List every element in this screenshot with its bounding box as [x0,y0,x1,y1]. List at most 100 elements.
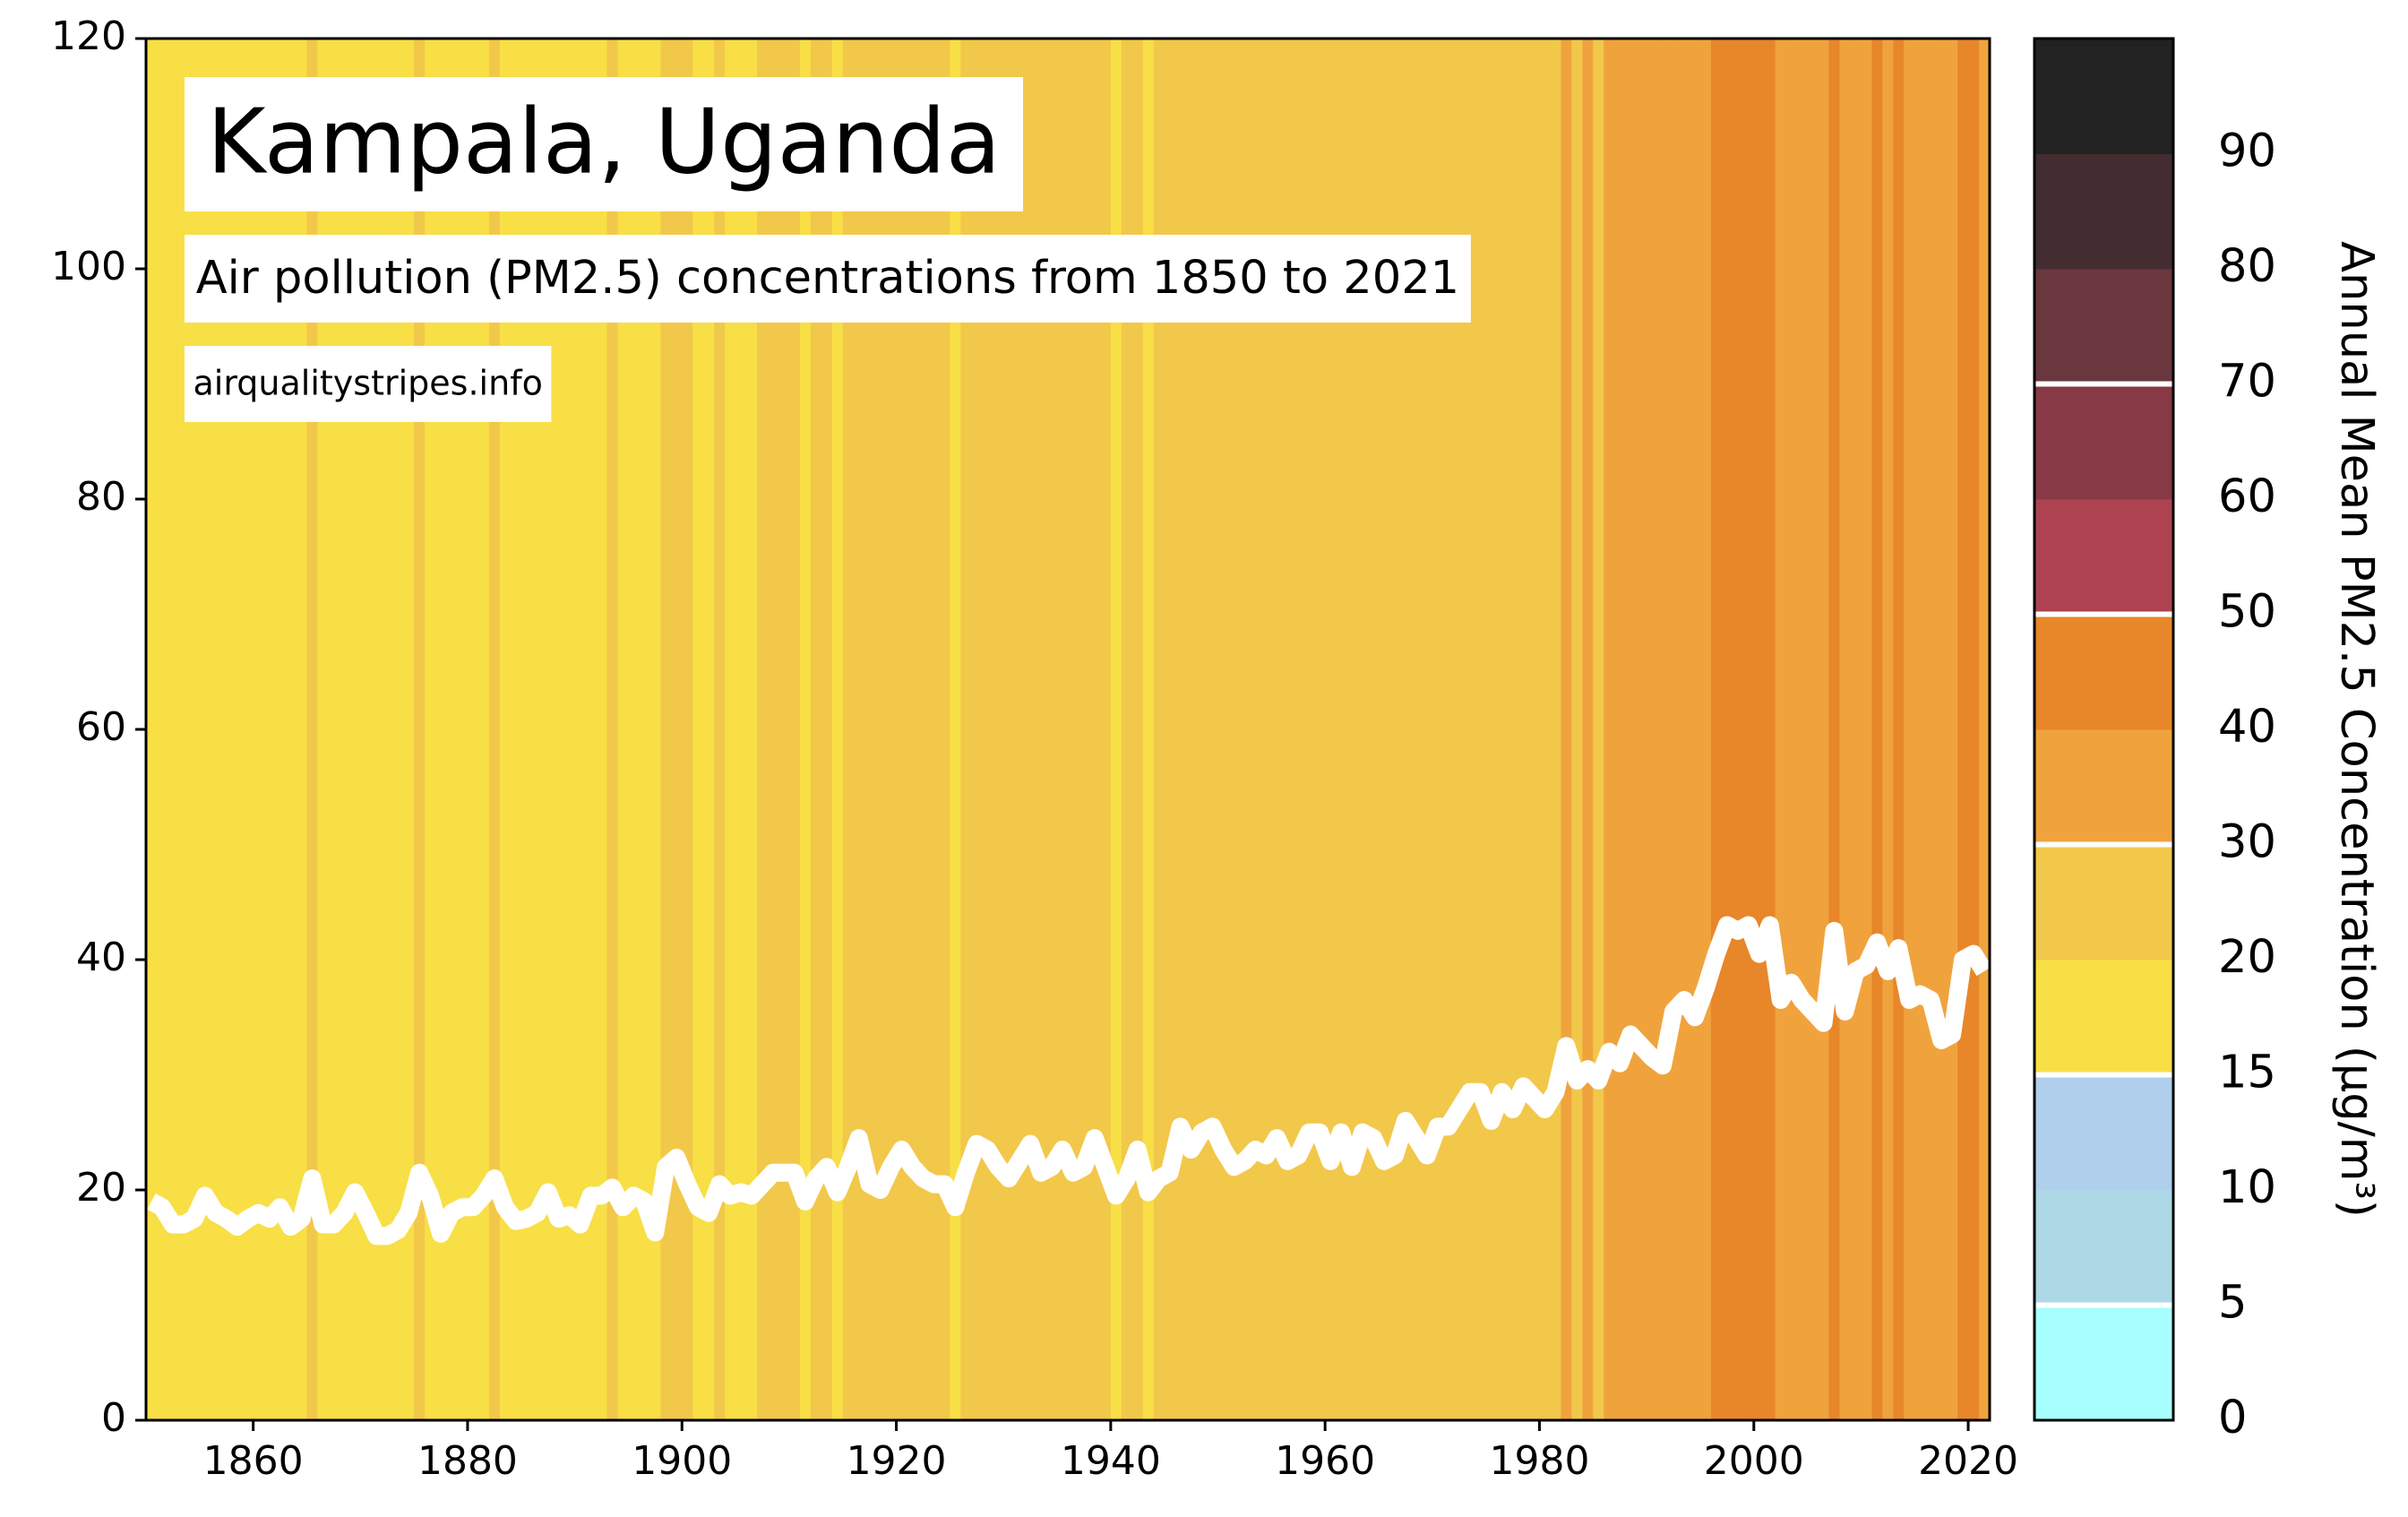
stripe [885,39,898,1420]
stripe [1399,39,1412,1420]
stripe [1410,39,1423,1420]
data-line [147,916,1992,1245]
colorbar-tick-label: 15 [2218,1047,2276,1099]
stripe [1957,39,1969,1420]
x-tick-label: 1940 [1061,1438,1161,1484]
stripe [1721,39,1733,1420]
stripe [1228,39,1241,1420]
stripe [596,39,608,1420]
stripe [799,39,812,1420]
stripe [156,39,168,1420]
stripe [671,39,683,1420]
x-tick-label: 2000 [1704,1438,1804,1484]
stripe [1979,39,1991,1420]
colorbar-band [2034,384,2173,500]
x-tick-label: 2020 [1918,1438,2018,1484]
stripe [950,39,961,1420]
stripe [1496,39,1509,1420]
stripe [1057,39,1069,1420]
stripe [1475,39,1487,1420]
stripe [682,39,693,1420]
stripe [628,39,640,1420]
stripe [757,39,769,1420]
colorbar-tick-label: 80 [2218,240,2276,293]
stripe [1561,39,1572,1420]
stripe [1593,39,1604,1420]
stripe [649,39,661,1420]
stripe [1185,39,1198,1420]
stripe [1164,39,1176,1420]
x-tick-label: 1860 [203,1438,304,1484]
stripe [993,39,1004,1420]
stripe [692,39,704,1420]
stripe [1303,39,1315,1420]
stripe [960,39,972,1420]
stripe [1036,39,1047,1420]
stripe [1850,39,1862,1420]
stripe [1947,39,1958,1420]
stripe [563,39,576,1420]
colorbar-band [2034,269,2173,384]
colorbar-tick-label: 20 [2218,931,2276,984]
stripe [1293,39,1304,1420]
stripe [778,39,790,1420]
chart-title-box [185,77,1023,211]
colorbar-band [2034,499,2173,615]
colorbar-frame [2033,37,2175,1422]
colorbar-tick-label: 50 [2218,586,2276,639]
stripe [1807,39,1819,1420]
stripe [1742,39,1755,1420]
stripe [1078,39,1090,1420]
stripe [1314,39,1326,1420]
stripe [1539,39,1552,1420]
stripe [1153,39,1165,1420]
x-tick-label: 1960 [1275,1438,1375,1484]
stripe [1432,39,1444,1420]
stripe [1003,39,1015,1420]
stripe [1699,39,1712,1420]
stripe [1679,39,1690,1420]
y-tick-label: 0 [101,1395,126,1441]
colorbar-band [2034,39,2173,154]
x-tick-label: 1920 [847,1438,947,1484]
stripe [1893,39,1905,1420]
chart-subtitle: Air pollution (PM2.5) concentrations fro… [196,252,1459,305]
stripe [146,39,158,1420]
stripe [1647,39,1658,1420]
stripe [703,39,715,1420]
stripe [1625,39,1637,1420]
x-tick-label: 1900 [632,1438,732,1484]
y-tick-label: 20 [76,1165,126,1211]
stripe [1207,39,1219,1420]
stripe [1668,39,1680,1420]
stripe [1871,39,1883,1420]
stripe [735,39,747,1420]
stripe [1925,39,1937,1420]
x-tick-label: 1880 [417,1438,518,1484]
stripe [1325,39,1337,1420]
stripe [1828,39,1841,1420]
chart-title: Kampala, Uganda [207,89,1001,194]
stripe [1068,39,1079,1420]
colorbar-band [2034,844,2173,961]
stripe [1217,39,1230,1420]
stripe [1604,39,1615,1420]
stripe [574,39,587,1420]
stripe [939,39,950,1420]
stripe [1464,39,1476,1420]
stripe [585,39,598,1420]
stripe [896,39,908,1420]
stripe [1764,39,1776,1420]
stripe [1550,39,1561,1420]
colorbar-band [2034,1190,2173,1306]
stripe [714,39,726,1420]
stripe [1518,39,1530,1420]
chart-subtitle-box [185,235,1471,323]
y-tick-label: 60 [76,704,126,750]
colorbar-label: Annual Mean PM2.5 Concentration (μg/m³) [2330,241,2383,1218]
stripe [1861,39,1872,1420]
stripe [1142,39,1155,1420]
colorbar-band [2034,729,2173,845]
stripe [1571,39,1583,1420]
